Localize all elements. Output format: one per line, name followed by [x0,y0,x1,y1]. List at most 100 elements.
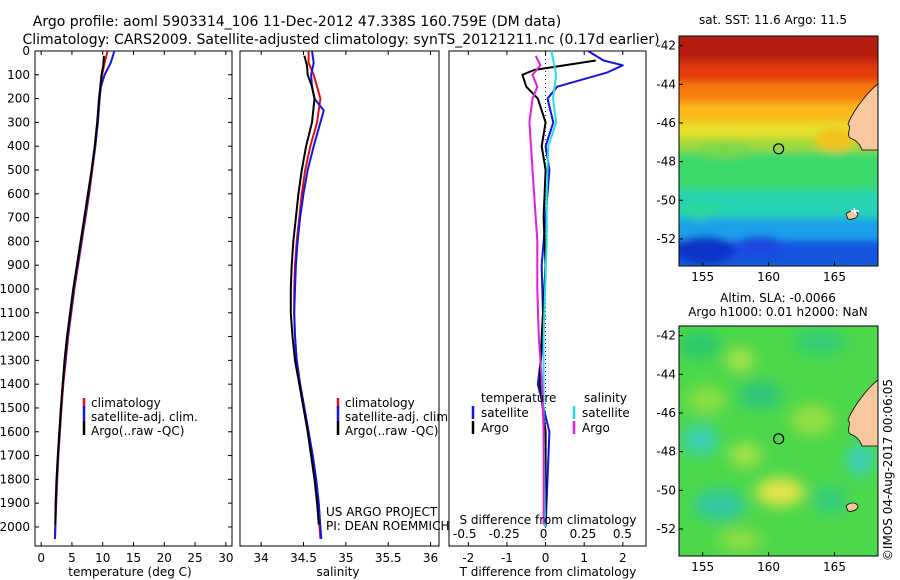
depth-tick-label: 1000 [0,282,30,296]
sla-low-patch [794,330,846,354]
legend-label-t-satellite: satellite [481,406,529,420]
salinity-series [289,50,325,539]
difference-panel: -2 -1 0 1 2 -0.5 -0.25 0 0.25 0.5 temperature sa… [448,50,647,579]
salinity-panel: 34 34.5 35 35.5 36 climatology satellite-adj… [239,50,452,579]
argo-float-location-marker [773,143,785,155]
t-difference-x-axis: -2 -1 0 1 2 [462,51,627,565]
lat-tick-label: -48 [656,445,676,459]
depth-tick-label: 900 [7,258,30,272]
sla-high-patch [790,404,834,436]
temperature-legend: climatology satellite-adj. clim. Argo(..… [82,396,198,438]
depth-tick-label: 1100 [0,306,30,320]
sla-low-patch [682,424,718,456]
x-tick-label: 15 [126,551,141,565]
temperature-panel: 0 100 200 300 400 500 600 700 800 900 1000 1100 1200… [0,44,646,579]
depth-tick-label: 300 [7,115,30,129]
lon-tick-label: 160 [757,560,780,574]
depth-tick-label: 1500 [0,401,30,415]
depth-tick-label: 700 [7,211,30,225]
t-difference-axis-label: T difference from climatology [459,565,637,579]
lat-tick-label: -44 [656,367,676,381]
temperature-series [54,50,116,539]
island-marker [851,207,859,215]
sst-band-warm [679,62,878,84]
series-line [54,55,105,525]
depth-tick-label: 1800 [0,472,30,486]
legend-label-satellite: satellite-adj. clim. [91,410,198,424]
sst-warm-patch [815,128,855,152]
legend-label-climatology: climatology [91,396,161,410]
lat-tick-label: -48 [656,155,676,169]
figure-title-line2: Climatology: CARS2009. Satellite-adjuste… [22,32,659,48]
series-line [289,55,320,525]
sla-low-patch [738,381,782,409]
lat-tick-label: -44 [656,77,676,91]
sla-peak-patch [756,478,804,506]
imos-credit: ©IMOS 04-Aug-2017 00:06:05 [881,379,895,561]
temperature-axis-label: temperature (deg C) [68,565,191,579]
legend-label-s-argo: Argo [582,421,610,435]
sla-map-panel: Altim. SLA: -0.0066 Argo h1000: 0.01 h20… [656,291,879,574]
sla-high-patch [686,386,726,414]
lat-tick-label: -50 [656,483,676,497]
depth-tick-label: 800 [7,234,30,248]
lat-tick-label: -42 [656,39,676,53]
sst-band-orange [679,82,878,104]
sla-map-field [679,326,878,556]
series-line [542,50,558,528]
x-tick-label: 34 [254,551,269,565]
s-tick-label: -0.5 [453,527,476,541]
sst-band-green [679,152,878,192]
sst-cold-patch [734,236,786,256]
difference-legend: temperature salinity satellite Argo sate… [471,391,630,435]
sla-high-patch [726,348,754,372]
legend-label-argo: Argo(..raw -QC) [91,424,184,438]
lon-tick-label: 165 [823,270,846,284]
sst-map-field [679,36,878,266]
s-difference-axis-label: S difference from climatology [460,513,637,527]
sst-map-title: sat. SST: 11.6 Argo: 11.5 [699,13,847,27]
depth-tick-label: 1400 [0,377,30,391]
depth-tick-label: 0 [22,44,30,58]
sst-map-frame [678,35,879,267]
sst-band-warmest [679,36,878,66]
depth-tick-label: 400 [7,139,30,153]
depth-tick-label: 1200 [0,330,30,344]
depth-tick-label: 100 [7,68,30,82]
depth-tick-label: 200 [7,92,30,106]
pi-annotation: PI: DEAN ROEMMICH [326,519,449,533]
x-tick-label: 5 [68,551,76,565]
stewart-island [845,502,859,512]
figure-title-line1: Argo profile: aoml 5903314_106 11-Dec-20… [33,14,561,30]
x-tick-label: 36 [423,551,438,565]
depth-tick-label: 500 [7,163,30,177]
sla-map-title-line1: Altim. SLA: -0.0066 [720,291,836,305]
salinity-x-axis: 34 34.5 35 35.5 36 [254,51,438,565]
salinity-plot-frame [239,50,440,547]
x-tick-label: 25 [187,551,202,565]
x-tick-label: -1 [501,551,513,565]
lat-tick-label: -46 [656,116,676,130]
s-tick-label: 0.5 [613,527,632,541]
lon-tick-label: 155 [691,560,714,574]
s-tick-label: 0.25 [570,527,597,541]
sla-high-patch [729,443,761,467]
lat-tick-label: -42 [656,329,676,343]
sst-cool-patch [679,200,722,220]
x-tick-label: 35.5 [375,551,402,565]
argo-float-location-marker [773,433,785,445]
lon-tick-label: 160 [757,270,780,284]
temperature-plot-frame [34,50,233,547]
depth-tick-label: 600 [7,187,30,201]
legend-label-climatology: climatology [345,396,415,410]
x-tick-label: 35 [338,551,353,565]
depth-tick-label: 1600 [0,425,30,439]
south-island-coast [847,379,878,447]
sst-color-field [679,36,878,266]
x-tick-label: 0 [37,551,45,565]
lon-tick-label: 155 [691,270,714,284]
difference-series [521,50,624,546]
legend-label-satellite: satellite-adj. clim. [345,410,452,424]
sst-band-amber [679,102,878,124]
salinity-legend: climatology satellite-adj. clim. Argo(..… [336,396,452,438]
